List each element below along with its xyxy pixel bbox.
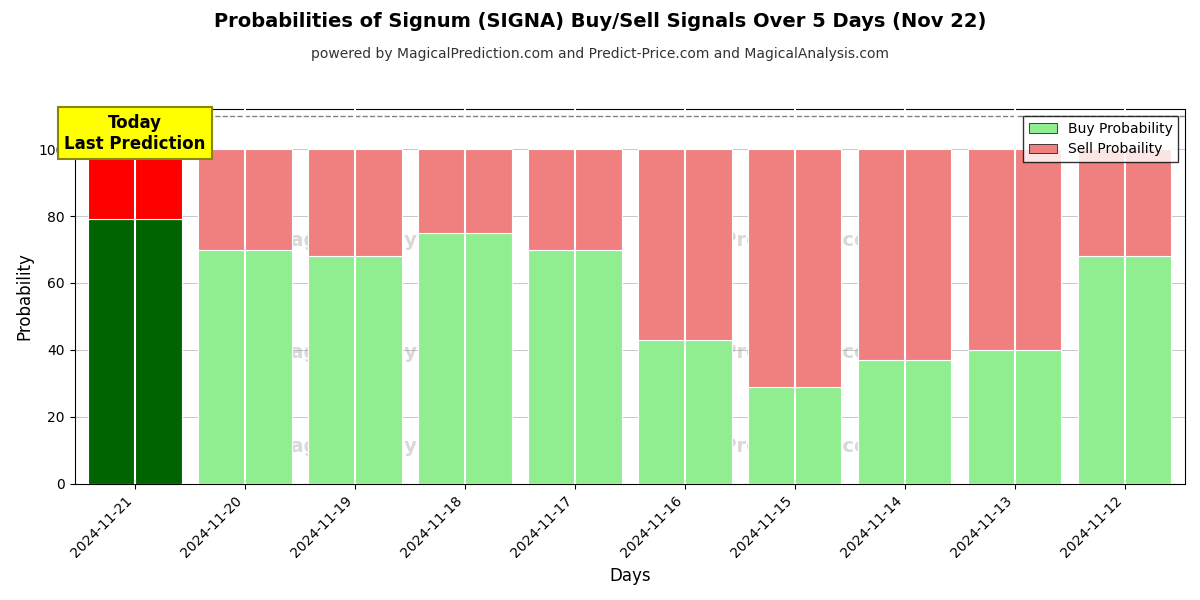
Bar: [89, 149, 182, 220]
Bar: [198, 250, 292, 484]
Bar: [748, 149, 841, 386]
Text: MagicalPrediction.com: MagicalPrediction.com: [638, 230, 888, 250]
Bar: [968, 350, 1061, 484]
Legend: Buy Probability, Sell Probaility: Buy Probability, Sell Probaility: [1024, 116, 1178, 162]
Bar: [89, 220, 182, 484]
Bar: [528, 250, 622, 484]
Bar: [198, 149, 292, 250]
Bar: [308, 149, 402, 256]
Bar: [858, 149, 952, 360]
Text: MagicalPrediction.com: MagicalPrediction.com: [638, 343, 888, 362]
Bar: [308, 256, 402, 484]
Text: MagicalPrediction.com: MagicalPrediction.com: [638, 437, 888, 456]
Y-axis label: Probability: Probability: [16, 253, 34, 340]
Bar: [419, 233, 511, 484]
Text: MagicalAnalysis.com: MagicalAnalysis.com: [271, 230, 499, 250]
Bar: [968, 149, 1061, 350]
X-axis label: Days: Days: [610, 567, 650, 585]
Bar: [1078, 149, 1171, 256]
Text: MagicalAnalysis.com: MagicalAnalysis.com: [271, 343, 499, 362]
Bar: [419, 149, 511, 233]
Text: powered by MagicalPrediction.com and Predict-Price.com and MagicalAnalysis.com: powered by MagicalPrediction.com and Pre…: [311, 47, 889, 61]
Bar: [528, 149, 622, 250]
Bar: [638, 340, 732, 484]
Text: Probabilities of Signum (SIGNA) Buy/Sell Signals Over 5 Days (Nov 22): Probabilities of Signum (SIGNA) Buy/Sell…: [214, 12, 986, 31]
Text: Today
Last Prediction: Today Last Prediction: [65, 114, 206, 153]
Bar: [1078, 256, 1171, 484]
Bar: [858, 360, 952, 484]
Text: MagicalAnalysis.com: MagicalAnalysis.com: [271, 437, 499, 456]
Bar: [748, 386, 841, 484]
Bar: [638, 149, 732, 340]
